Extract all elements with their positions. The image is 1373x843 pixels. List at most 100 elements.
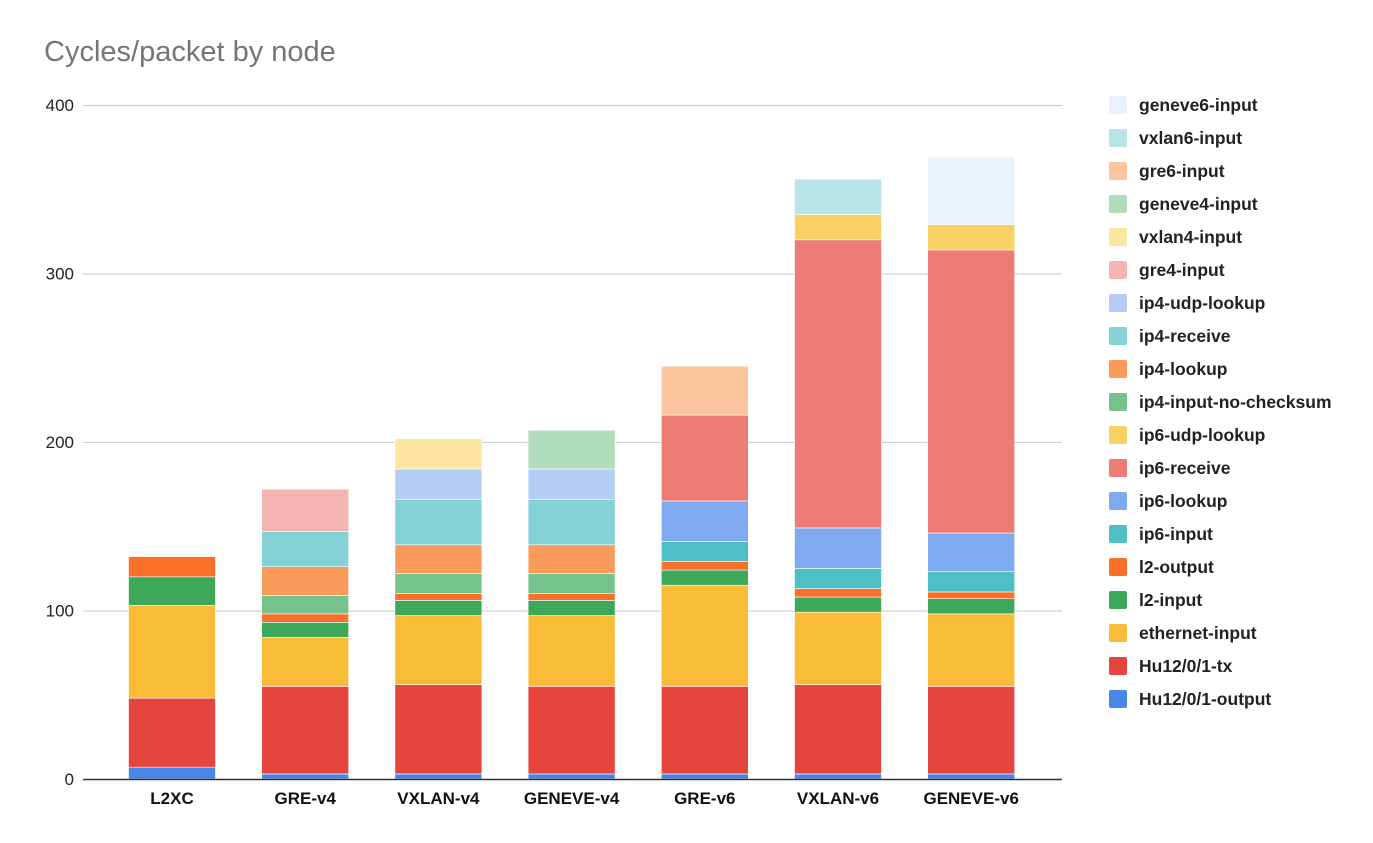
bar-segment-hu12-0-1-tx[interactable]: [927, 686, 1016, 775]
legend-item[interactable]: ip4-udp-lookup: [1109, 293, 1265, 313]
bar-segment-ethernet-input[interactable]: [394, 615, 483, 685]
bar-segment-vxlan6-input[interactable]: [794, 178, 882, 215]
legend-label: ip4-receive: [1139, 326, 1231, 346]
x-category-label: GENEVE-v6: [923, 789, 1018, 808]
legend-swatch: [1109, 426, 1127, 444]
bar-segment-ip6-receive[interactable]: [927, 249, 1016, 534]
bar-segment-l2-input[interactable]: [527, 600, 616, 616]
bar-segment-hu12-0-1-output[interactable]: [394, 773, 483, 780]
bar-segment-hu12-0-1-tx[interactable]: [527, 686, 616, 775]
bar-segment-hu12-0-1-output[interactable]: [794, 773, 882, 780]
legend-item[interactable]: ip6-lookup: [1109, 491, 1227, 511]
legend: geneve6-input vxlan6-input gre6-input genev…: [1109, 95, 1332, 709]
bar-segment-ip4-receive[interactable]: [261, 531, 350, 567]
legend-item[interactable]: ip4-lookup: [1109, 359, 1227, 379]
bar-segment-ip6-receive[interactable]: [660, 414, 749, 502]
bar-segment-geneve6-input[interactable]: [927, 156, 1016, 225]
bar-segment-ethernet-input[interactable]: [660, 584, 749, 687]
bar-segment-ethernet-input[interactable]: [527, 615, 616, 687]
legend-item[interactable]: gre4-input: [1109, 260, 1225, 280]
bar-segment-hu12-0-1-tx[interactable]: [128, 697, 216, 768]
bar-segment-ip6-lookup[interactable]: [660, 500, 749, 542]
legend-item[interactable]: ethernet-input: [1109, 623, 1257, 643]
legend-item[interactable]: ip4-receive: [1109, 326, 1231, 346]
legend-item[interactable]: l2-output: [1109, 557, 1214, 577]
legend-label: geneve6-input: [1139, 95, 1258, 115]
bar-segment-hu12-0-1-tx[interactable]: [261, 686, 350, 775]
bar-segment-gre4-input[interactable]: [261, 488, 350, 532]
bar-segment-ip4-input-no-checksum[interactable]: [394, 573, 483, 594]
bar-segment-ip6-input[interactable]: [927, 571, 1016, 593]
bar-segment-l2-output[interactable]: [527, 593, 616, 601]
bar-segment-hu12-0-1-tx[interactable]: [394, 684, 483, 775]
legend-swatch: [1109, 129, 1127, 147]
bar-segment-l2-output[interactable]: [927, 591, 1016, 600]
legend-item[interactable]: geneve6-input: [1109, 95, 1258, 115]
bar-segment-l2-output[interactable]: [128, 556, 216, 578]
bar-segment-ip4-lookup[interactable]: [527, 544, 616, 574]
bar-segment-ip4-input-no-checksum[interactable]: [261, 595, 350, 615]
legend-label: l2-input: [1139, 590, 1202, 610]
legend-label: Hu12/0/1-tx: [1139, 656, 1233, 676]
bar-segment-ethernet-input[interactable]: [261, 637, 350, 687]
legend-label: l2-output: [1139, 557, 1214, 577]
legend-swatch: [1109, 327, 1127, 345]
legend-item[interactable]: gre6-input: [1109, 161, 1225, 181]
bar-segment-hu12-0-1-output[interactable]: [128, 766, 216, 780]
x-category-label: GENEVE-v4: [524, 789, 620, 808]
bar-segment-hu12-0-1-tx[interactable]: [660, 686, 749, 775]
bar-segment-hu12-0-1-output[interactable]: [527, 773, 616, 780]
bar-segment-l2-output[interactable]: [660, 561, 749, 571]
bar-segment-l2-output[interactable]: [794, 588, 882, 598]
x-category-label: VXLAN-v6: [797, 789, 879, 808]
bar-segment-l2-output[interactable]: [394, 593, 483, 601]
bar-segment-hu12-0-1-output[interactable]: [660, 773, 749, 780]
legend-item[interactable]: ip6-receive: [1109, 458, 1231, 478]
bar-segment-ip4-lookup[interactable]: [394, 544, 483, 574]
bar-segment-ethernet-input[interactable]: [128, 605, 216, 699]
legend-item[interactable]: ip6-udp-lookup: [1109, 425, 1265, 445]
bar-segment-ip6-receive[interactable]: [794, 239, 882, 529]
x-category-label: GRE-v6: [674, 789, 735, 808]
legend-item[interactable]: l2-input: [1109, 590, 1202, 610]
bar-segment-ip4-receive[interactable]: [527, 498, 616, 546]
legend-item[interactable]: vxlan6-input: [1109, 128, 1242, 148]
bar-segment-ip6-udp-lookup[interactable]: [794, 214, 882, 241]
bar-segment-ip6-lookup[interactable]: [794, 527, 882, 569]
bar-segment-ip4-udp-lookup[interactable]: [527, 468, 616, 500]
legend-swatch: [1109, 96, 1127, 114]
bar-segment-ip4-receive[interactable]: [394, 498, 483, 546]
bar-segment-hu12-0-1-output[interactable]: [927, 773, 1016, 780]
legend-item[interactable]: geneve4-input: [1109, 194, 1258, 214]
bar-segment-geneve4-input[interactable]: [527, 429, 616, 470]
bar-segment-l2-input[interactable]: [794, 596, 882, 613]
bar-segment-vxlan4-input[interactable]: [394, 438, 483, 470]
bar-segment-ip4-input-no-checksum[interactable]: [527, 573, 616, 594]
bar-segment-ip4-udp-lookup[interactable]: [394, 468, 483, 500]
bar-segment-hu12-0-1-tx[interactable]: [794, 684, 882, 775]
legend-item[interactable]: Hu12/0/1-output: [1109, 689, 1271, 709]
bar-segment-ethernet-input[interactable]: [794, 611, 882, 685]
bar-segment-l2-input[interactable]: [394, 600, 483, 616]
legend-item[interactable]: ip6-input: [1109, 524, 1213, 544]
bar-segment-ip6-lookup[interactable]: [927, 532, 1016, 573]
bar-segment-l2-input[interactable]: [660, 569, 749, 586]
bar-segment-ip6-udp-lookup[interactable]: [927, 224, 1016, 251]
bar-segment-hu12-0-1-output[interactable]: [261, 773, 350, 780]
legend-swatch: [1109, 360, 1127, 378]
bar-segment-ip6-input[interactable]: [660, 541, 749, 562]
legend-item[interactable]: Hu12/0/1-tx: [1109, 656, 1233, 676]
legend-label: gre6-input: [1139, 161, 1225, 181]
bar-segment-l2-input[interactable]: [261, 621, 350, 638]
bar-segment-ip6-input[interactable]: [794, 568, 882, 589]
legend-item[interactable]: ip4-input-no-checksum: [1109, 392, 1332, 412]
bar-segment-ethernet-input[interactable]: [927, 613, 1016, 687]
bar-segment-l2-output[interactable]: [261, 613, 350, 623]
legend-item[interactable]: vxlan4-input: [1109, 227, 1242, 247]
bar-segment-gre6-input[interactable]: [660, 365, 749, 416]
bar-segment-ip4-lookup[interactable]: [261, 566, 350, 596]
bar-segment-l2-input[interactable]: [128, 576, 216, 606]
legend-label: ip6-lookup: [1139, 491, 1227, 511]
bar-segment-l2-input[interactable]: [927, 598, 1016, 615]
y-tick-label: 0: [65, 770, 74, 789]
